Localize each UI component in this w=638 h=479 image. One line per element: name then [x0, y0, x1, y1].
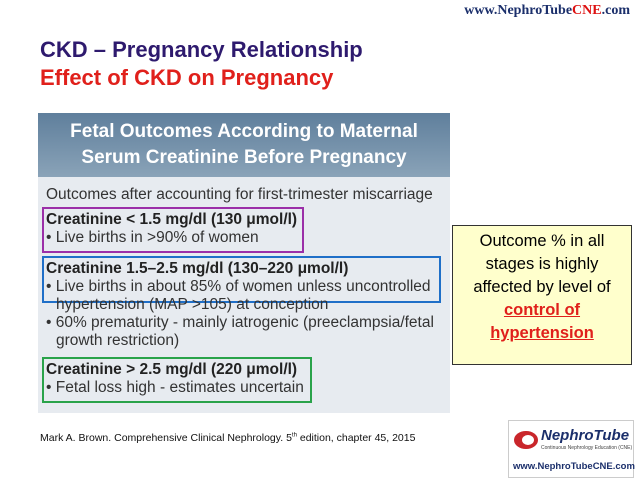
intro: Outcomes after accounting for first-trim… [46, 186, 433, 203]
citation-part: th [291, 432, 297, 439]
group-title: Creatinine 1.5–2.5 mg/dl (130–220 μmol/l… [46, 260, 349, 277]
site-part: .com [601, 3, 630, 18]
title: CKD – Pregnancy Relationship [40, 37, 363, 62]
callout-emphasis: control of hypertension [490, 301, 594, 342]
callout: Outcome % in all stages is highly affect… [452, 225, 632, 365]
group-box [42, 357, 312, 403]
figure: Fetal Outcomes According to Maternal Seru… [38, 113, 450, 413]
group-line: • Fetal loss high - estimates uncertain [46, 379, 304, 396]
callout-text: Outcome % in all stages is highly affect… [473, 232, 611, 296]
group-box [42, 207, 304, 253]
logo-url: www.NephroTubeCNE.com [513, 461, 635, 472]
group-line: • Live births in >90% of women [46, 229, 259, 246]
heading-line: Fetal Outcomes According to Maternal [70, 121, 418, 142]
group-line: • 60% prematurity - mainly iatrogenic (p… [46, 314, 434, 331]
citation: Mark A. Brown. Comprehensive Clinical Ne… [40, 432, 415, 444]
logo-tagline: Continuous Nephrology Education (CNE) [541, 445, 633, 451]
site-part: CNE [572, 3, 602, 18]
heading-line: Serum Creatinine Before Pregnancy [81, 147, 407, 168]
group-line: • Live births in about 85% of women unle… [46, 278, 431, 295]
group-title: Creatinine < 1.5 mg/dl (130 μmol/l) [46, 211, 298, 228]
citation-part: Mark A. Brown. Comprehensive Clinical Ne… [40, 432, 292, 444]
group-line: growth restriction) [56, 332, 180, 349]
citation-part: edition, chapter 45, 2015 [296, 432, 416, 444]
group-box [42, 256, 441, 303]
figure-heading: Fetal Outcomes According to Maternal Seru… [38, 113, 450, 177]
logo: NephroTube Continuous Nephrology Educati… [508, 420, 635, 478]
group-title: Creatinine > 2.5 mg/dl (220 μmol/l) [46, 361, 298, 378]
group-line: hypertension (MAP >105) at conception [56, 296, 329, 313]
site-part: www.NephroTube [464, 3, 573, 18]
logo-name: NephroTube [541, 427, 630, 444]
logo-icon [514, 431, 538, 449]
site-url: www.NephroTubeCNE.com [464, 3, 630, 19]
subtitle: Effect of CKD on Pregnancy [40, 65, 334, 90]
